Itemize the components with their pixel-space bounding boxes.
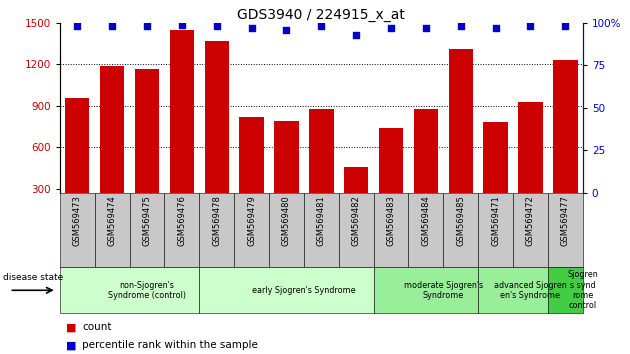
Bar — [304, 193, 339, 267]
Text: early Sjogren's Syndrome: early Sjogren's Syndrome — [252, 286, 356, 295]
Text: GSM569475: GSM569475 — [142, 195, 151, 246]
Text: GSM569472: GSM569472 — [526, 195, 535, 246]
Bar — [408, 193, 444, 267]
Bar — [513, 193, 548, 267]
Text: moderate Sjogren's
Syndrome: moderate Sjogren's Syndrome — [404, 281, 483, 300]
Bar — [548, 267, 583, 313]
Text: non-Sjogren's
Syndrome (control): non-Sjogren's Syndrome (control) — [108, 281, 186, 300]
Point — [72, 24, 83, 29]
Bar — [274, 121, 299, 230]
Bar — [94, 193, 130, 267]
Bar — [60, 193, 94, 267]
Bar — [478, 193, 513, 267]
Text: advanced Sjogren
en's Syndrome: advanced Sjogren en's Syndrome — [494, 281, 567, 300]
Bar — [199, 193, 234, 267]
Bar — [414, 109, 438, 230]
Point — [560, 24, 570, 29]
Bar — [444, 193, 478, 267]
Point — [282, 27, 292, 33]
Text: GSM569485: GSM569485 — [456, 195, 465, 246]
Text: Sjogren
s synd
rome
control: Sjogren s synd rome control — [568, 270, 598, 310]
Bar — [478, 267, 548, 313]
Text: GSM569473: GSM569473 — [73, 195, 82, 246]
Point — [177, 22, 187, 28]
Bar — [379, 128, 403, 230]
Bar — [100, 66, 124, 230]
Bar — [339, 193, 374, 267]
Text: GSM569477: GSM569477 — [561, 195, 570, 246]
Point — [525, 24, 536, 29]
Text: percentile rank within the sample: percentile rank within the sample — [82, 340, 258, 350]
Bar — [518, 102, 542, 230]
Text: disease state: disease state — [3, 273, 64, 282]
Bar — [130, 193, 164, 267]
Bar — [374, 267, 478, 313]
Bar — [344, 167, 369, 230]
Bar — [199, 267, 374, 313]
Point — [351, 32, 361, 38]
Text: GSM569481: GSM569481 — [317, 195, 326, 246]
Text: GSM569484: GSM569484 — [421, 195, 430, 246]
Point — [142, 24, 152, 29]
Point — [316, 24, 326, 29]
Bar — [483, 122, 508, 230]
Point — [107, 24, 117, 29]
Bar — [164, 193, 199, 267]
Point — [386, 25, 396, 31]
Bar — [169, 30, 194, 230]
Bar — [65, 98, 89, 230]
Text: GSM569476: GSM569476 — [178, 195, 186, 246]
Bar — [269, 193, 304, 267]
Text: GSM569480: GSM569480 — [282, 195, 291, 246]
Bar — [135, 69, 159, 230]
Point — [246, 25, 256, 31]
Text: GSM569482: GSM569482 — [352, 195, 360, 246]
Text: GSM569479: GSM569479 — [247, 195, 256, 246]
Text: GSM569471: GSM569471 — [491, 195, 500, 246]
Point — [455, 24, 466, 29]
Bar — [239, 117, 264, 230]
Bar — [60, 267, 199, 313]
Title: GDS3940 / 224915_x_at: GDS3940 / 224915_x_at — [238, 8, 405, 22]
Text: ■: ■ — [66, 340, 77, 350]
Bar — [309, 109, 333, 230]
Bar — [374, 193, 408, 267]
Point — [212, 24, 222, 29]
Bar — [553, 60, 578, 230]
Bar — [205, 41, 229, 230]
Text: count: count — [82, 322, 112, 332]
Bar — [449, 49, 473, 230]
Point — [491, 25, 501, 31]
Text: ■: ■ — [66, 322, 77, 332]
Text: GSM569483: GSM569483 — [387, 195, 396, 246]
Bar — [234, 193, 269, 267]
Text: GSM569474: GSM569474 — [108, 195, 117, 246]
Bar — [548, 193, 583, 267]
Text: GSM569478: GSM569478 — [212, 195, 221, 246]
Point — [421, 25, 431, 31]
